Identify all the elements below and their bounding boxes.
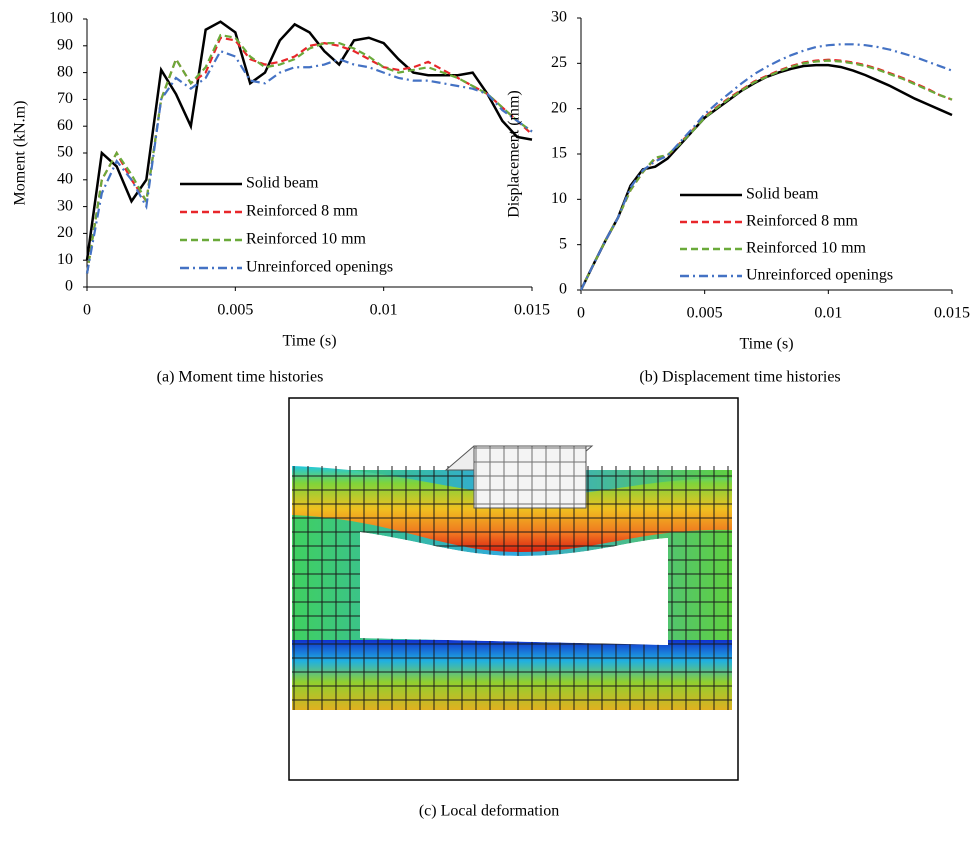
legend-label: Reinforced 10 mm xyxy=(746,240,867,257)
y-tick-label: 20 xyxy=(57,224,73,241)
y-tick-label: 50 xyxy=(57,144,73,161)
x-tick-label: 0.01 xyxy=(370,302,398,319)
x-tick-label: 0 xyxy=(83,302,91,319)
y-axis-title: Displacement (mm) xyxy=(506,90,523,218)
caption: (a) Moment time histories xyxy=(157,369,324,386)
y-tick-label: 5 xyxy=(559,235,567,252)
legend-label: Unreinforced openings xyxy=(246,259,393,276)
series-line xyxy=(87,22,532,261)
y-tick-label: 10 xyxy=(551,190,567,207)
y-tick-label: 15 xyxy=(551,145,567,162)
legend-label: Reinforced 10 mm xyxy=(246,231,367,248)
y-tick-label: 0 xyxy=(65,278,73,295)
x-tick-label: 0.005 xyxy=(687,305,723,322)
x-axis-title: Time (s) xyxy=(282,333,336,350)
x-axis-title: Time (s) xyxy=(739,336,793,353)
x-tick-label: 0.015 xyxy=(514,302,550,319)
y-tick-label: 30 xyxy=(57,197,73,214)
x-tick-label: 0.015 xyxy=(934,305,970,322)
x-tick-label: 0 xyxy=(577,305,585,322)
figure: (c) Local deformation 010203040506070809… xyxy=(0,0,978,837)
x-tick-label: 0.005 xyxy=(217,302,253,319)
y-tick-label: 30 xyxy=(551,9,567,26)
y-tick-label: 40 xyxy=(57,170,73,187)
legend-label: Solid beam xyxy=(746,186,819,203)
page: (c) Local deformation 010203040506070809… xyxy=(0,0,978,837)
legend-label: Reinforced 8 mm xyxy=(246,203,359,220)
legend-label: Solid beam xyxy=(246,175,319,192)
y-tick-label: 0 xyxy=(559,281,567,298)
y-axis-title: Moment (kN.m) xyxy=(12,101,29,206)
x-tick-label: 0.01 xyxy=(814,305,842,322)
y-tick-label: 90 xyxy=(57,36,73,53)
y-tick-label: 25 xyxy=(551,54,567,71)
y-tick-label: 20 xyxy=(551,99,567,116)
y-tick-label: 60 xyxy=(57,117,73,134)
y-tick-label: 80 xyxy=(57,63,73,80)
y-tick-label: 70 xyxy=(57,90,73,107)
caption: (c) Local deformation xyxy=(419,803,559,820)
caption: (b) Displacement time histories xyxy=(639,369,840,386)
chart: 0 5 10 15 20 25 30 0 0.005 0.01 0.015 Time (s) Displ… xyxy=(506,9,970,386)
y-tick-label: 10 xyxy=(57,251,73,268)
legend-label: Unreinforced openings xyxy=(746,267,893,284)
panel-c: (c) Local deformation xyxy=(289,398,738,820)
chart: 0 10 20 30 40 50 60 70 80 90 100 0 0.005 0.01 0.015 Tim… xyxy=(12,10,550,386)
y-tick-label: 100 xyxy=(49,10,73,27)
legend-label: Reinforced 8 mm xyxy=(746,213,859,230)
